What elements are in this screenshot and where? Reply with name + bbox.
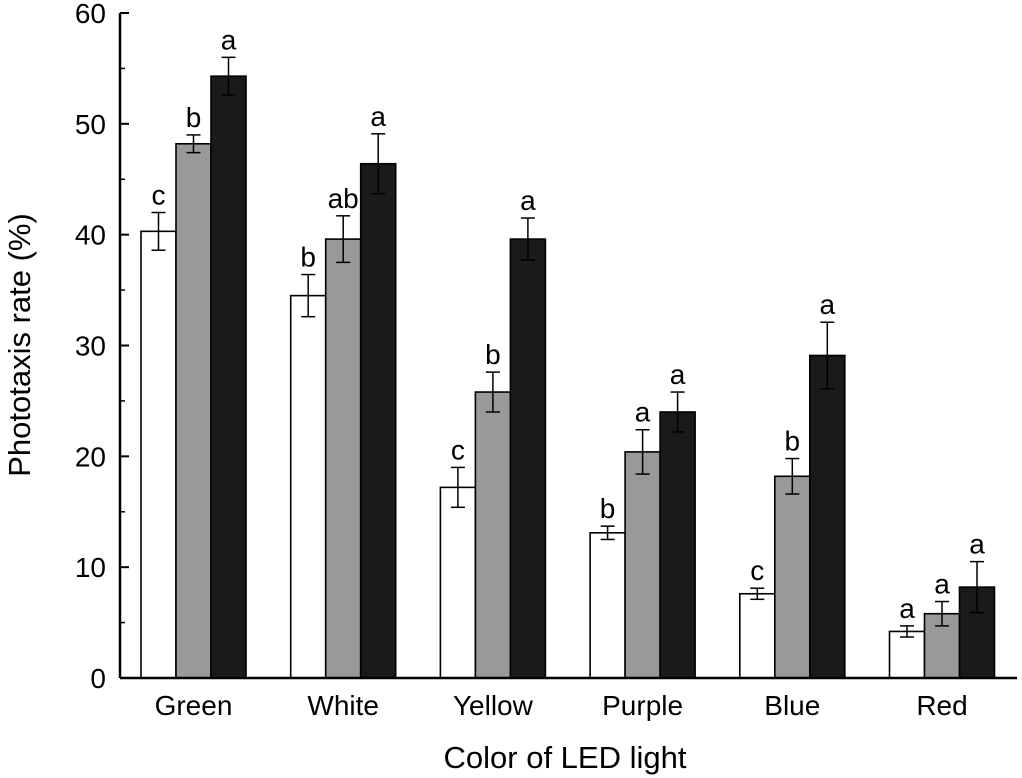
bar-purple-s1 <box>589 532 626 679</box>
error-bar-green-s3 <box>221 56 236 96</box>
significance-letter-yellow-s3: a <box>520 185 536 216</box>
y-tick-label-20: 20 <box>75 441 106 472</box>
significance-letter-white-s2: ab <box>328 183 359 214</box>
bar-blue-s2 <box>773 475 811 679</box>
error-bar-yellow-s1 <box>450 466 465 509</box>
x-tick-label-yellow: Yellow <box>453 690 534 721</box>
y-tick-label-40: 40 <box>75 220 106 251</box>
bar-white-s1 <box>289 294 327 679</box>
error-bar-white-s2 <box>336 215 351 264</box>
bar-green-s1 <box>140 230 177 679</box>
error-bar-green-s2 <box>186 134 201 154</box>
significance-letter-green-s1: c <box>152 180 166 211</box>
y-tick-label-0: 0 <box>90 663 106 694</box>
error-bar-blue-s1 <box>750 587 765 601</box>
significance-letter-green-s2: b <box>186 102 202 133</box>
y-axis-title: Phototaxis rate (%) <box>2 213 37 477</box>
y-tick-label-10: 10 <box>75 552 106 583</box>
error-bar-yellow-s3 <box>520 217 535 261</box>
significance-letter-yellow-s1: c <box>451 434 465 465</box>
significance-letter-red-s3: a <box>969 529 985 560</box>
y-tick-label-60: 60 <box>75 0 106 29</box>
bar-yellow-s2 <box>474 391 512 679</box>
axes-layer <box>118 13 1017 680</box>
error-bar-red-s1 <box>900 625 914 638</box>
error-bar-purple-s1 <box>600 525 615 541</box>
x-ticks-layer: Green White Yellow Purple Blue Red <box>155 690 968 721</box>
significance-letter-purple-s1: b <box>600 493 616 524</box>
significance-letter-white-s3: a <box>370 101 386 132</box>
significance-letter-green-s3: a <box>221 24 237 55</box>
significance-letter-red-s1: a <box>899 593 915 624</box>
error-bar-white-s3 <box>371 133 386 195</box>
significance-letter-blue-s2: b <box>785 426 801 457</box>
error-bar-purple-s2 <box>635 428 650 475</box>
error-bar-blue-s2 <box>785 457 800 495</box>
x-tick-label-white: White <box>307 690 379 721</box>
error-bar-yellow-s2 <box>485 371 500 413</box>
bar-green-s3 <box>210 75 247 679</box>
x-tick-label-purple: Purple <box>602 690 683 721</box>
error-bars-layer <box>151 56 984 638</box>
x-axis-title: Color of LED light <box>444 740 687 775</box>
bar-yellow-s3 <box>509 238 547 679</box>
error-bar-red-s2 <box>935 600 949 627</box>
significance-letter-blue-s3: a <box>820 289 836 320</box>
y-tick-label-50: 50 <box>75 109 106 140</box>
significance-letter-purple-s3: a <box>670 359 686 390</box>
error-bar-white-s1 <box>301 273 316 318</box>
bar-red-s1 <box>888 630 926 679</box>
y-ticks-layer: 0 10 20 30 40 50 60 <box>75 0 129 694</box>
bar-white-s2 <box>324 238 362 679</box>
error-bar-blue-s3 <box>820 321 835 390</box>
significance-letter-red-s2: a <box>934 569 950 600</box>
x-tick-label-green: Green <box>155 690 233 721</box>
bar-green-s2 <box>175 142 212 679</box>
significance-letter-yellow-s2: b <box>485 339 501 370</box>
y-tick-label-30: 30 <box>75 331 106 362</box>
significance-letter-purple-s2: a <box>635 397 651 428</box>
bar-blue-s3 <box>808 354 846 679</box>
x-tick-label-red: Red <box>916 690 967 721</box>
error-bar-purple-s3 <box>670 391 685 433</box>
bars-layer <box>140 75 996 679</box>
error-bar-red-s3 <box>970 560 984 614</box>
bar-blue-s1 <box>738 592 776 679</box>
bar-purple-s3 <box>659 411 696 679</box>
bar-white-s3 <box>359 162 397 679</box>
significance-letter-white-s1: b <box>300 242 316 273</box>
bar-purple-s2 <box>624 451 661 679</box>
significance-letter-blue-s1: c <box>750 555 764 586</box>
x-tick-label-blue: Blue <box>764 690 820 721</box>
error-bar-green-s1 <box>151 211 166 251</box>
bar-yellow-s1 <box>439 486 477 679</box>
